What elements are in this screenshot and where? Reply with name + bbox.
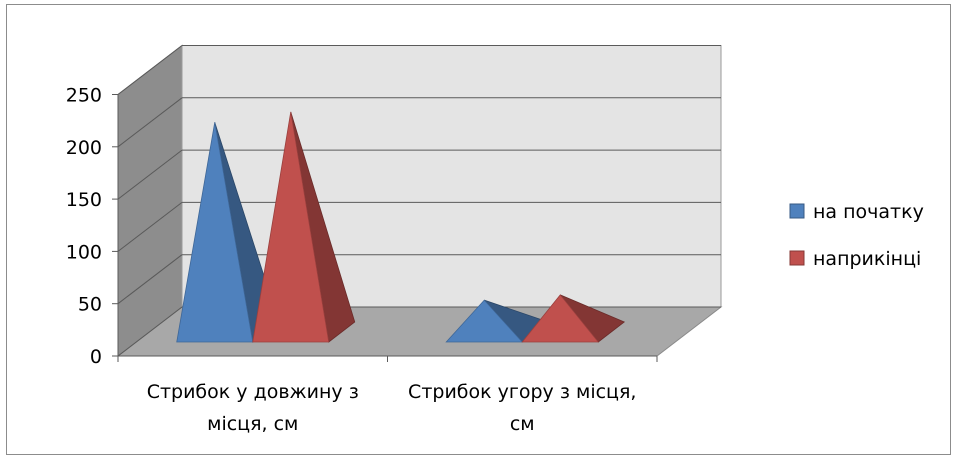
pyramid-end-1 [252, 111, 356, 343]
data-marks [176, 111, 626, 343]
y-axis-tick-labels: 0 50 100 150 200 250 [66, 85, 102, 369]
y-tick-label: 50 [78, 294, 102, 316]
legend-label: на початку [813, 201, 924, 223]
gridline-side [117, 97, 183, 148]
y-tick-label: 0 [90, 346, 102, 368]
pyramid-front-face [521, 294, 600, 343]
gridline-side [117, 202, 183, 252]
legend-swatch [789, 250, 805, 266]
y-tick-label: 250 [66, 85, 102, 107]
gridline-side [117, 149, 183, 200]
pyramid-front-face [252, 111, 330, 343]
legend-swatch [789, 203, 805, 219]
legend: на початку наприкінці [789, 201, 924, 270]
y-tick-label: 150 [66, 189, 102, 211]
gridline-side [117, 254, 183, 305]
legend-label: наприкінці [813, 248, 921, 270]
category-label: Стрибок у довжину з [147, 381, 359, 403]
x-axis-category-labels: Стрибок у довжину з місця, см Стрибок угор… [147, 381, 637, 435]
side-wall [117, 44, 183, 358]
chart-walls [116, 44, 723, 358]
back-wall [181, 45, 722, 308]
category-label: см [510, 413, 535, 435]
pyramid-front-face [445, 299, 524, 343]
axes [112, 94, 658, 362]
y-tick-label: 200 [66, 137, 102, 159]
gridline-side [117, 306, 183, 357]
pyramid-end-2 [521, 294, 626, 343]
category-label: Стрибок угору з місця, [408, 381, 636, 403]
gridlines [117, 45, 721, 357]
pyramid-front-face [176, 122, 254, 343]
gridline-side [117, 45, 183, 95]
y-tick-label: 100 [66, 241, 102, 263]
category-label: місця, см [207, 413, 298, 435]
